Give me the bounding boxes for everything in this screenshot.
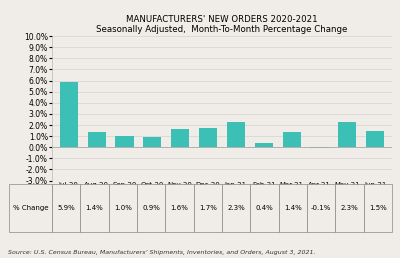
Text: Source: U.S. Census Bureau, Manufacturers’ Shipments, Inventories, and Orders, A: Source: U.S. Census Bureau, Manufacturer…: [8, 251, 316, 255]
Bar: [338, 122, 356, 147]
Bar: [171, 130, 189, 147]
Bar: [283, 132, 301, 147]
Bar: [88, 132, 106, 147]
Bar: [366, 131, 384, 147]
Bar: [310, 147, 328, 148]
Bar: [227, 122, 245, 147]
Bar: [60, 82, 78, 147]
Bar: [255, 143, 273, 147]
Bar: [116, 136, 134, 147]
Bar: [143, 137, 161, 147]
Bar: [199, 128, 217, 147]
Title: MANUFACTURERS' NEW ORDERS 2020-2021
Seasonally Adjusted,  Month-To-Month Percent: MANUFACTURERS' NEW ORDERS 2020-2021 Seas…: [96, 14, 348, 34]
